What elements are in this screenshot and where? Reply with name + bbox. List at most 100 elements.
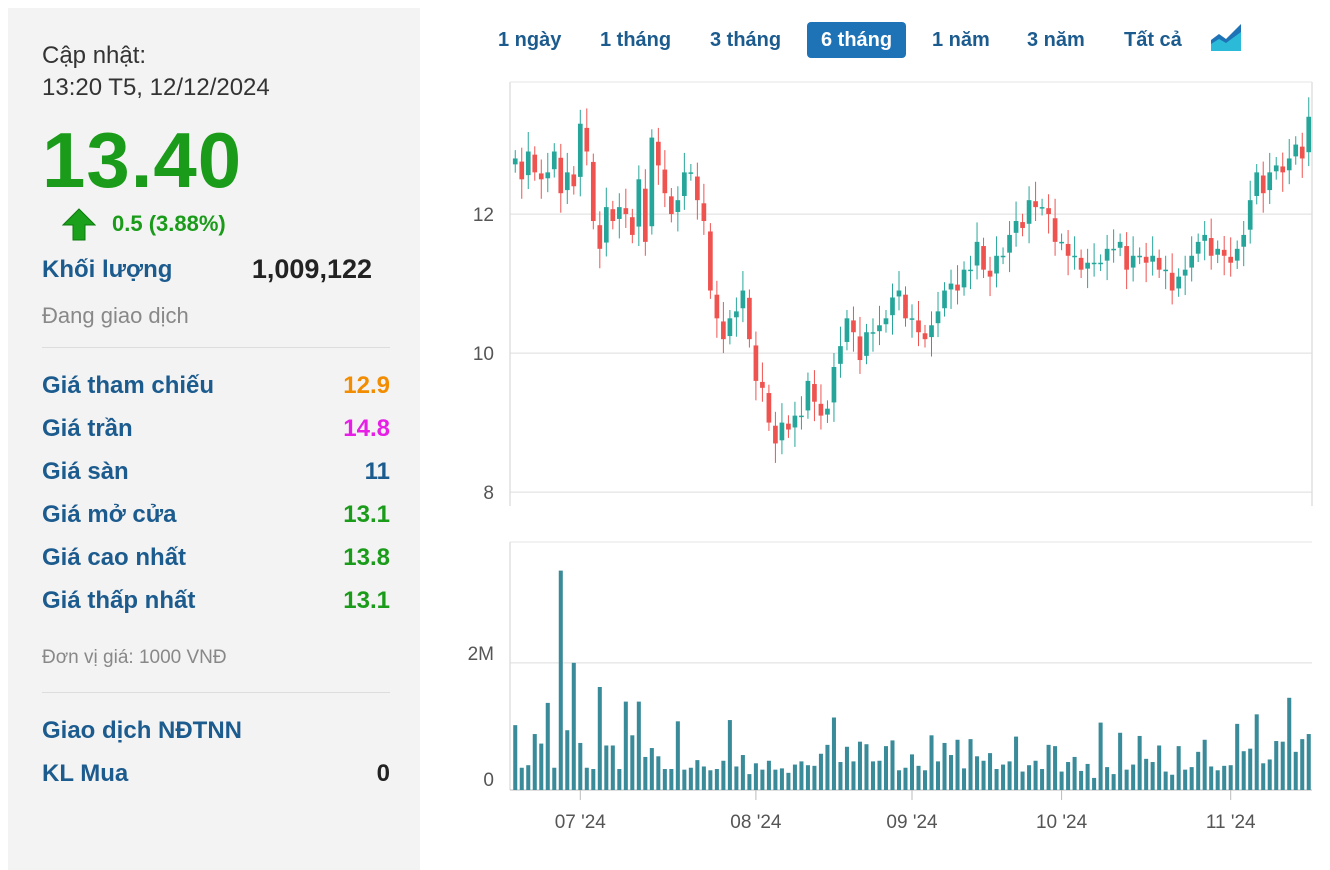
candle-body	[1215, 248, 1221, 255]
volume-bar	[903, 767, 908, 790]
stock-info-panel: Cập nhật: 13:20 T5, 12/12/2024 13.40 0.5…	[8, 8, 420, 870]
candle-body	[1189, 255, 1195, 268]
tab-1-year[interactable]: 1 năm	[932, 29, 990, 51]
price-row-label: Giá tham chiếu	[42, 371, 215, 399]
price-row-value: 13.1	[343, 500, 390, 528]
candle-body	[1072, 255, 1077, 258]
foreign-trading-title: Giao dịch NĐTNN	[42, 717, 243, 744]
volume-bar	[1072, 756, 1077, 790]
volume-bar	[890, 740, 895, 790]
candle-body	[669, 196, 674, 215]
volume-bar	[896, 770, 902, 790]
candle-body	[766, 393, 772, 423]
tab-1-day[interactable]: 1 ngày	[498, 29, 562, 51]
volume-bar	[883, 746, 888, 790]
candle-body	[1052, 218, 1058, 242]
foreign-buy-row: KL Mua 0	[42, 752, 390, 795]
candle-body	[994, 255, 999, 274]
volume-bar	[584, 767, 589, 790]
volume-bar	[988, 753, 993, 790]
volume-bar	[857, 741, 862, 790]
volume-bar	[1306, 734, 1311, 790]
candle-body	[519, 161, 525, 180]
volume-bar	[1040, 769, 1045, 790]
candle-body	[675, 200, 681, 212]
volume-bar	[1105, 767, 1110, 790]
candle-body	[629, 217, 635, 235]
candle-body	[616, 207, 622, 219]
price-row-value: 14.8	[343, 414, 390, 442]
candle-body	[662, 169, 668, 194]
volume-tick-label: 2M	[468, 644, 494, 665]
volume-bar	[1079, 770, 1084, 790]
foreign-buy-label: KL Mua	[42, 759, 129, 787]
volume-bar	[734, 766, 739, 790]
volume-bar	[747, 774, 752, 790]
candle-body	[844, 318, 850, 342]
volume-bar	[1007, 761, 1012, 790]
volume-bar	[578, 742, 583, 790]
volume-bar	[1059, 771, 1064, 790]
candle-body	[773, 425, 778, 444]
candle-body	[1104, 248, 1110, 261]
volume-bar	[1228, 765, 1233, 790]
candle-body	[1247, 200, 1253, 230]
candle-body	[1137, 255, 1142, 258]
volume-bar	[1183, 769, 1188, 790]
candle-body	[870, 332, 876, 334]
volume-bar	[1001, 764, 1006, 790]
price-row-label: Giá cao nhất	[42, 543, 187, 571]
candle-body	[1195, 241, 1201, 254]
candle-body	[896, 290, 902, 297]
trading-status: Đang giao dịch	[42, 303, 189, 328]
volume-bar	[942, 742, 947, 790]
area-chart-icon[interactable]	[1210, 22, 1242, 52]
volume-bar	[1020, 771, 1025, 790]
candle-body	[577, 123, 583, 177]
candle-body	[656, 141, 661, 166]
volume-bar	[519, 767, 524, 790]
volume-bar	[955, 739, 960, 790]
tab-6-months[interactable]: 6 tháng	[807, 22, 907, 58]
candle-body	[779, 422, 785, 441]
volume-bar	[1196, 751, 1201, 790]
tab-all[interactable]: Tất cả	[1124, 29, 1182, 51]
candle-body	[695, 176, 700, 201]
candle-body	[564, 172, 570, 191]
candle-body	[532, 154, 538, 173]
volume-bar	[1170, 774, 1175, 790]
volume-bar	[565, 730, 570, 790]
candle-body	[981, 246, 986, 270]
tab-3-months[interactable]: 3 tháng	[710, 29, 782, 51]
volume-row: Khối lượng 1,009,122	[42, 248, 390, 291]
candle-body	[916, 320, 921, 333]
candle-body	[682, 172, 687, 196]
volume-bar	[1150, 762, 1155, 790]
price-row: Giá sàn 11	[42, 450, 390, 493]
volume-bar	[909, 754, 915, 790]
candle-body	[1085, 262, 1090, 269]
volume-bar	[1261, 763, 1266, 790]
tab-3-years[interactable]: 3 năm	[1027, 29, 1085, 51]
tab-1-month[interactable]: 1 tháng	[600, 29, 672, 51]
volume-bar	[643, 756, 648, 790]
candle-body	[831, 366, 837, 403]
candle-body	[968, 269, 973, 272]
volume-bar	[610, 745, 615, 790]
volume-bar	[1287, 697, 1292, 790]
candle-body	[883, 318, 889, 325]
candle-body	[753, 345, 759, 381]
volume-bar	[1046, 744, 1051, 790]
volume-bar	[656, 756, 661, 790]
candle-body	[740, 290, 746, 309]
volume-bar	[929, 735, 934, 790]
candle-body	[1202, 234, 1208, 241]
candle-body	[890, 297, 895, 316]
candle-body	[1117, 241, 1123, 248]
volume-bar	[526, 765, 531, 790]
volume-bar	[695, 760, 700, 790]
price-change-row: 0.5 (3.88%)	[62, 206, 390, 242]
price-row-label: Giá thấp nhất	[42, 586, 196, 614]
price-row: Giá cao nhất 13.8	[42, 536, 390, 579]
